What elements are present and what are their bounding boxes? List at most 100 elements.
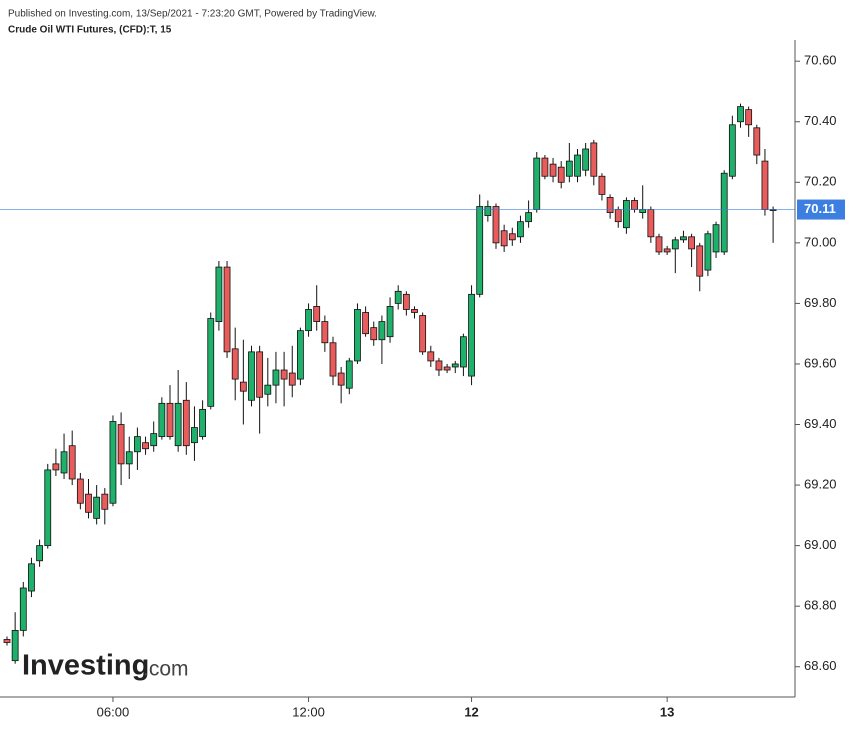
candle-body xyxy=(761,160,769,210)
candle-body xyxy=(93,496,101,519)
candle-body xyxy=(459,336,467,368)
candle-body xyxy=(500,230,508,247)
candle-body xyxy=(435,360,443,371)
candle-body xyxy=(207,318,215,407)
y-tick-label: 70.20 xyxy=(804,174,837,189)
chart-title: Crude Oil WTI Futures, (CFD):T, 15 xyxy=(8,25,172,36)
candle-body xyxy=(19,587,27,631)
y-tick-label: 68.80 xyxy=(804,598,837,613)
candle-body xyxy=(606,197,614,213)
x-tick-label: 06:00 xyxy=(97,704,130,719)
candle-body xyxy=(614,209,622,223)
candle-body xyxy=(101,493,109,510)
candle-body xyxy=(174,402,182,447)
candle-body xyxy=(52,463,60,471)
candle-body xyxy=(3,639,11,643)
candle-body xyxy=(745,109,753,126)
candle-body xyxy=(517,221,524,238)
candle-body xyxy=(362,312,370,335)
candle-body xyxy=(728,124,736,177)
candle-body xyxy=(720,172,728,253)
candle-body xyxy=(639,209,647,213)
candle-body xyxy=(704,233,712,271)
candle-body xyxy=(598,175,606,195)
candle-body xyxy=(655,236,663,253)
candle-body xyxy=(182,399,190,447)
candle-body xyxy=(737,106,744,123)
y-tick-label: 70.40 xyxy=(804,113,837,128)
candle-body xyxy=(696,245,704,277)
candle-body xyxy=(272,369,280,386)
candle-body xyxy=(541,157,549,177)
candle-body xyxy=(28,563,35,592)
candle-body xyxy=(321,321,329,344)
last-price-label: 70.11 xyxy=(804,201,836,216)
published-note: Published on Investing.com, 13/Sep/2021 … xyxy=(8,9,377,20)
candle-body xyxy=(133,436,141,453)
candle-body xyxy=(492,206,500,244)
candle-body xyxy=(549,163,557,177)
y-tick-label: 69.60 xyxy=(804,355,837,370)
y-tick-label: 70.00 xyxy=(804,234,837,249)
candle-body xyxy=(647,209,655,238)
candle-body xyxy=(590,142,598,177)
candle-body xyxy=(125,451,133,465)
last-price-box xyxy=(797,199,845,220)
y-tick-label: 70.60 xyxy=(804,53,837,68)
candle-body xyxy=(443,366,451,371)
candle-body xyxy=(484,206,492,217)
candle-body xyxy=(44,469,52,547)
candle-body xyxy=(712,224,720,253)
candle-body xyxy=(329,342,337,377)
candle-body xyxy=(753,127,761,156)
candle-body xyxy=(582,148,590,171)
candle-body xyxy=(476,206,484,295)
candle-body xyxy=(215,266,223,322)
candle-body xyxy=(117,424,125,465)
y-tick-label: 68.60 xyxy=(804,658,837,673)
candle-body xyxy=(60,451,68,474)
candle-body xyxy=(394,290,402,304)
y-tick-label: 69.40 xyxy=(804,416,837,431)
candle-body xyxy=(142,442,149,450)
candle-body xyxy=(671,239,679,250)
candle-body xyxy=(231,348,239,380)
watermark-suffix: .com xyxy=(143,658,189,681)
candle-body xyxy=(68,445,76,480)
candle-body xyxy=(354,309,361,362)
x-tick-label: 13 xyxy=(660,704,674,719)
candle-body xyxy=(305,309,312,332)
candle-body xyxy=(11,629,19,662)
candle-body xyxy=(386,306,394,338)
candle-body xyxy=(345,360,353,389)
y-tick-label: 69.00 xyxy=(804,537,837,552)
candle-body xyxy=(76,478,84,504)
candle-body xyxy=(574,154,581,177)
candle-body xyxy=(688,236,695,250)
candle-body xyxy=(533,157,541,210)
candle-body xyxy=(468,293,475,377)
candle-body xyxy=(296,330,304,380)
candle-body xyxy=(191,427,198,444)
candle-body xyxy=(264,384,272,395)
candle-body xyxy=(280,369,288,380)
candle-body xyxy=(337,372,345,386)
watermark: Investing xyxy=(22,650,149,682)
candle-body xyxy=(508,233,516,241)
candle-body xyxy=(370,327,378,341)
candle-body xyxy=(239,381,247,392)
candle-body xyxy=(427,351,435,362)
candle-body xyxy=(223,266,231,353)
candle-body xyxy=(378,321,386,341)
candle-body xyxy=(313,306,321,322)
candle-body xyxy=(150,433,158,447)
candle-body xyxy=(565,160,573,177)
candle-body xyxy=(109,421,117,504)
candle-body xyxy=(623,200,630,229)
candle-body xyxy=(158,402,166,438)
candle-body xyxy=(256,351,264,398)
x-tick-label: 12 xyxy=(464,704,478,719)
candle-body xyxy=(557,166,565,183)
